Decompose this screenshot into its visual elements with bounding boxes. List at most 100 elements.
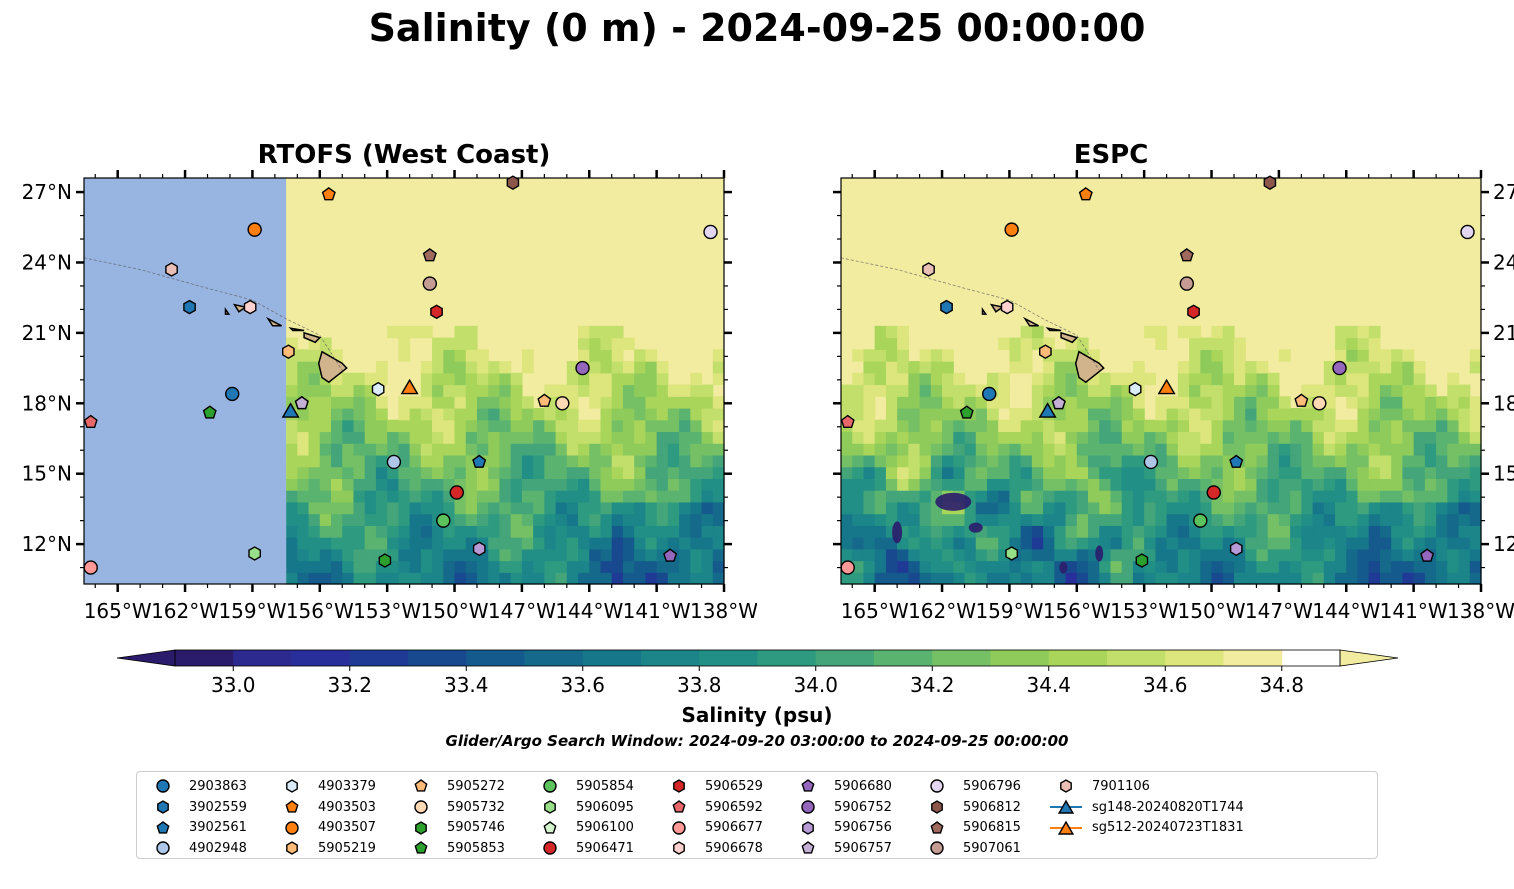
legend-label: 5906757 [834,840,892,856]
legend-marker-shape [672,821,686,835]
colorbar-label: Salinity (psu) [681,703,833,727]
colorbar-bin [757,650,817,666]
colorbar-bin [233,650,292,666]
observation-5906529 [430,304,443,320]
observation-5906471 [449,485,464,500]
legend-marker-shape [801,779,815,792]
legend-item: 5906756 [790,817,892,838]
legend-label: 3902559 [189,799,247,815]
legend-label: 5906677 [705,820,763,836]
legend-label: 2903863 [189,778,247,794]
legend-marker [1050,799,1082,814]
legend-marker-shape [930,779,944,794]
legend-item: 5906529 [661,776,763,797]
legend-marker-shape [415,820,427,835]
legend-marker-shape [1057,820,1075,835]
observation-sg148-20240820T1744 [1038,402,1057,418]
legend-label: 5905732 [447,799,505,815]
colorbar-tick-label: 33.0 [211,673,256,697]
legend-column: 5905854 5906095 5906100 5906471 [532,776,634,859]
colorbar: 33.0 33.2 33.4 33.6 33.8 34.0 34.2 34.4 34.6 34.8 [116,649,1399,697]
legend-marker-shape [1060,779,1072,794]
legend-column: 4903379 4903503 4903507 5905219 [274,776,376,859]
observation-5906592 [840,414,855,428]
legend-marker-shape [156,820,170,834]
legend-marker [801,800,815,814]
colorbar-bin [641,650,700,666]
observation-4903379 [1128,381,1142,397]
lon-tick-label: 159°W [218,599,286,620]
observation-5905219 [282,344,295,360]
legend-marker-shape [543,820,557,834]
lat-tick-label: 21°N [22,321,72,345]
legend-marker [672,821,686,835]
legend-column: 2903863 3902559 3902561 4902948 [145,776,247,859]
colorbar-bin [349,650,409,666]
observation-5906677 [83,560,98,575]
legend-label: 5906752 [834,799,892,815]
legend-item: 5906095 [532,797,634,818]
legend-item: sg512-20240723T1831 [1048,817,1244,838]
observation-5906757 [294,395,309,410]
lon-tick-label: 165°W [84,599,152,620]
observation-5906471 [1206,485,1221,500]
colorbar-bin [1048,650,1108,666]
observation-5905272 [537,393,552,407]
legend-marker-shape [931,800,943,814]
observation-2903863 [982,386,997,402]
legend-column: 5906680 5906752 5906756 5906757 [790,776,892,859]
colorbar-bin [932,650,991,666]
legend-marker-shape [673,779,685,794]
legend-item: 5906592 [661,797,763,818]
legend-marker-shape [286,841,298,856]
colorbar-bin [291,650,351,666]
observation-5907061 [422,276,438,291]
colorbar-tick-label: 33.8 [677,673,722,697]
legend-marker [930,779,944,794]
observation-4903503 [321,187,336,201]
observation-5905272 [1294,393,1309,407]
legend-label: 5907061 [963,840,1021,856]
legend-marker-shape [1057,799,1075,814]
lon-tick-label: 165°W [841,599,909,620]
legend-marker-shape [156,841,170,856]
legend-marker-shape [286,779,298,794]
legend-marker [157,800,169,814]
colorbar-bin [874,650,933,666]
lat-tick-label: 15°N [1493,462,1514,486]
lat-tick-label: 18°N [1493,391,1514,415]
lat-tick-label: 15°N [22,462,72,486]
legend-marker [930,841,944,856]
figure-title: Salinity (0 m) - 2024-09-25 00:00:00 [368,6,1146,50]
panel-title-rtofs: RTOFS (West Coast) [257,140,551,170]
legend-column: 5906796 5906812 5906815 5907061 [919,776,1021,859]
colorbar-tick-label: 34.8 [1259,673,1304,697]
legend-item: 5907061 [919,838,1021,859]
observation-5906812 [506,175,520,191]
legend-label: 5906796 [963,778,1021,794]
lat-tick-label: 27°N [1493,180,1514,204]
lat-tick-label: 24°N [1493,250,1514,274]
map-espc: 165°W 162°W 159°W 156°W 153°W 150°W 147°W 144°W… [833,170,1514,620]
observation-5906756 [472,541,486,557]
colorbar-tick-label: 34.6 [1143,673,1188,697]
legend-marker-shape [285,800,299,813]
observation-5906796 [1460,224,1475,240]
observation-sg512-20240723T1831 [400,378,419,395]
observation-5907061 [1179,276,1195,291]
observation-5906095 [1005,546,1018,561]
legend-marker [802,820,814,835]
legend-label: 5905219 [318,840,376,856]
legend-marker [930,820,944,834]
legend-marker-shape [414,841,428,855]
legend-item: 5906796 [919,776,1021,797]
lon-tick-label: 159°W [975,599,1043,620]
legend-item: 5906757 [790,838,892,859]
legend-label: 4903503 [318,799,376,815]
search-window-note: Glider/Argo Search Window: 2024-09-20 03… [445,732,1069,750]
observation-4903507 [1004,222,1019,237]
legend-marker [543,820,557,834]
legend-marker [801,779,815,792]
observation-3902559 [940,299,953,315]
observation-5906815 [1179,248,1194,262]
